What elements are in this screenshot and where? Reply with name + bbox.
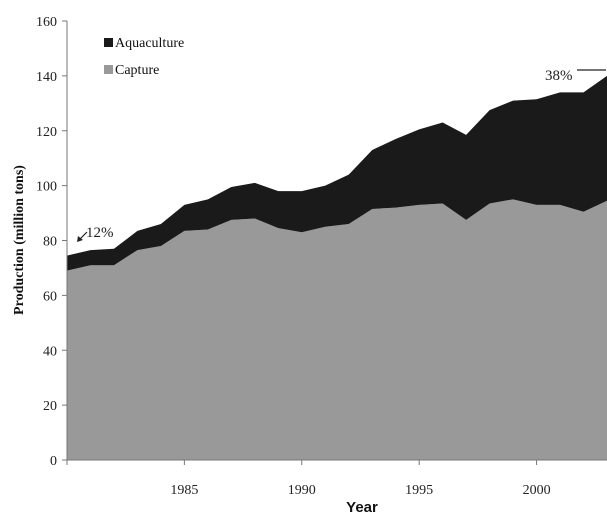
annotation-12pct: 12% <box>86 225 114 241</box>
y-tick-label: 140 <box>36 70 57 85</box>
y-tick-label: 0 <box>50 454 57 469</box>
y-axis-title: Production (million tons) <box>12 165 27 315</box>
x-tick-label: 2000 <box>523 483 551 498</box>
plot-area <box>67 75 607 460</box>
y-tick-label: 80 <box>43 235 57 250</box>
x-tick-label: 1995 <box>405 483 433 498</box>
x-axis: 1985 1990 1995 2000 <box>66 459 607 498</box>
y-tick-label: 100 <box>36 180 57 195</box>
x-tick-label: 1990 <box>288 483 316 498</box>
area-aquaculture <box>67 75 607 271</box>
x-axis-title: Year <box>346 499 378 516</box>
y-tick-label: 160 <box>36 15 57 30</box>
x-tick-label: 1985 <box>170 483 198 498</box>
annotations: 12% 38% <box>77 68 606 242</box>
legend-label-capture: Capture <box>115 63 159 78</box>
area-capture <box>67 199 607 460</box>
annotation-38pct: 38% <box>545 68 573 84</box>
y-tick-label: 60 <box>43 289 57 304</box>
legend: Aquaculture Capture <box>104 36 184 78</box>
legend-swatch-aquaculture <box>104 38 113 47</box>
annotation-12pct-arrowhead <box>77 236 83 242</box>
y-tick-label: 20 <box>43 399 57 414</box>
y-tick-label: 40 <box>43 344 57 359</box>
legend-label-aquaculture: Aquaculture <box>115 36 184 51</box>
y-tick-label: 120 <box>36 125 57 140</box>
y-axis: 0 20 40 60 80 100 120 140 160 <box>36 15 68 469</box>
legend-swatch-capture <box>104 65 113 74</box>
